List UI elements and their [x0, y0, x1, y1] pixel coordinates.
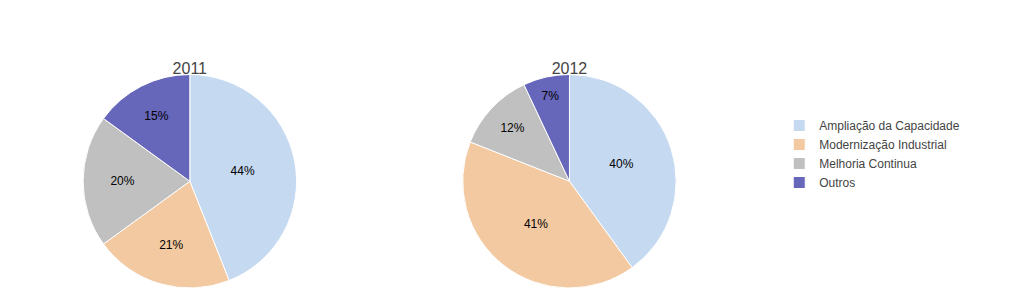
svg-text:41%: 41%: [524, 217, 548, 231]
svg-text:21%: 21%: [159, 238, 183, 252]
svg-text:Outros: Outros: [819, 176, 855, 190]
svg-text:Melhoria Continua: Melhoria Continua: [819, 157, 917, 171]
svg-text:Ampliação da Capacidade: Ampliação da Capacidade: [819, 119, 959, 133]
svg-text:7%: 7%: [541, 89, 559, 103]
svg-text:20%: 20%: [110, 174, 134, 188]
svg-text:44%: 44%: [231, 164, 255, 178]
svg-text:Modernização Industrial: Modernização Industrial: [819, 138, 946, 152]
svg-text:12%: 12%: [500, 121, 524, 135]
svg-text:40%: 40%: [609, 157, 633, 171]
svg-text:2012: 2012: [552, 60, 588, 77]
svg-text:15%: 15%: [144, 109, 168, 123]
svg-text:2011: 2011: [173, 60, 208, 77]
